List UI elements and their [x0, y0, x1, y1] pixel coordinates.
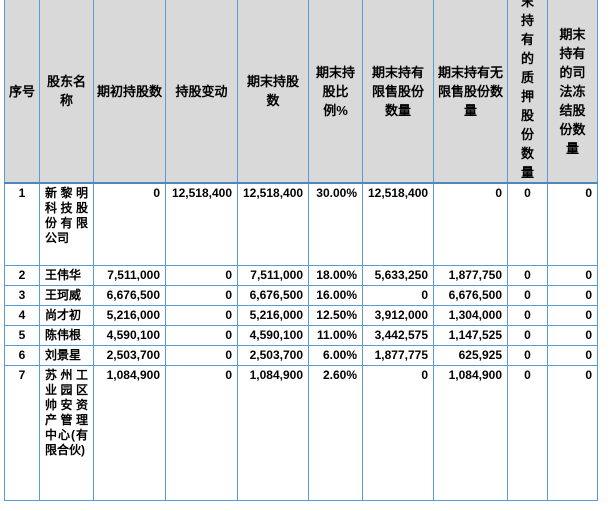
cell-final-shares: 5,216,000 — [237, 304, 309, 326]
cell-share-change: 0 — [165, 344, 238, 366]
cell-initial-shares: 2,503,700 — [93, 344, 166, 366]
cell-restricted-shares: 3,442,575 — [362, 324, 434, 346]
cell-unrestricted-shares: 1,147,525 — [433, 324, 508, 346]
cell-frozen-shares: 0 — [547, 344, 598, 366]
cell-initial-shares: 5,216,000 — [93, 304, 166, 326]
cell-initial-shares: 0 — [93, 182, 166, 266]
cell-unrestricted-shares: 0 — [433, 182, 508, 266]
cell-shareholder-name: 新黎明科技股份有限公司 — [39, 182, 94, 266]
cell-unrestricted-shares: 6,676,500 — [433, 284, 508, 306]
col-header-frozen-shares: 期末持有的司法冻结股份数量 — [547, 0, 598, 184]
cell-final-shares: 2,503,700 — [237, 344, 309, 366]
cell-pledged-shares: 0 — [507, 284, 548, 306]
table-row: 2 王伟华 7,511,000 0 7,511,000 18.00% 5,633… — [4, 264, 598, 286]
cell-frozen-shares: 0 — [547, 284, 598, 306]
cell-pledged-shares: 0 — [507, 344, 548, 366]
cell-initial-shares: 6,676,500 — [93, 284, 166, 306]
cell-share-change: 0 — [165, 364, 238, 501]
cell-serial: 6 — [4, 344, 40, 366]
cell-pledged-shares: 0 — [507, 364, 548, 501]
cell-share-change: 0 — [165, 304, 238, 326]
table-row: 7 苏州工业园区帅安资产管理中心(有限合伙) 1,084,900 0 1,084… — [4, 364, 598, 501]
cell-final-pct: 12.50% — [308, 304, 363, 326]
cell-final-pct: 2.60% — [308, 364, 363, 501]
cell-pledged-shares: 0 — [507, 304, 548, 326]
cell-unrestricted-shares: 1,304,000 — [433, 304, 508, 326]
cell-final-shares: 4,590,100 — [237, 324, 309, 346]
col-header-pledged-shares: 末持有的质押股份数量 — [507, 0, 548, 184]
cell-initial-shares: 1,084,900 — [93, 364, 166, 501]
cell-frozen-shares: 0 — [547, 264, 598, 286]
cell-share-change: 0 — [165, 324, 238, 346]
cell-final-pct: 11.00% — [308, 324, 363, 346]
cell-restricted-shares: 0 — [362, 364, 434, 501]
table-row: 4 尚才初 5,216,000 0 5,216,000 12.50% 3,912… — [4, 304, 598, 326]
cell-final-shares: 6,676,500 — [237, 284, 309, 306]
col-header-share-change: 持股变动 — [165, 0, 238, 184]
table-row: 1 新黎明科技股份有限公司 0 12,518,400 12,518,400 30… — [4, 182, 598, 266]
cell-share-change: 12,518,400 — [165, 182, 238, 266]
cell-unrestricted-shares: 625,925 — [433, 344, 508, 366]
cell-pledged-shares: 0 — [507, 182, 548, 266]
cell-serial: 2 — [4, 264, 40, 286]
cell-final-pct: 18.00% — [308, 264, 363, 286]
cell-restricted-shares: 5,633,250 — [362, 264, 434, 286]
col-header-final-pct: 期末持股比例% — [308, 0, 363, 184]
cell-pledged-shares: 0 — [507, 264, 548, 286]
cell-final-pct: 6.00% — [308, 344, 363, 366]
col-header-final-shares: 期末持股数 — [237, 0, 309, 184]
cell-restricted-shares: 12,518,400 — [362, 182, 434, 266]
cell-frozen-shares: 0 — [547, 364, 598, 501]
pledged-header-text: 末持有的质押股份数量 — [520, 0, 534, 180]
cell-shareholder-name: 陈伟根 — [39, 324, 94, 346]
table-row: 6 刘景星 2,503,700 0 2,503,700 6.00% 1,877,… — [4, 344, 598, 366]
table-row: 5 陈伟根 4,590,100 0 4,590,100 11.00% 3,442… — [4, 324, 598, 346]
cell-final-shares: 12,518,400 — [237, 182, 309, 266]
col-header-unrestricted-shares: 期末持有无限售股份数量 — [433, 0, 508, 184]
cell-initial-shares: 7,511,000 — [93, 264, 166, 286]
cell-final-shares: 7,511,000 — [237, 264, 309, 286]
table-row: 3 王珂威 6,676,500 0 6,676,500 16.00% 0 6,6… — [4, 284, 598, 306]
cell-initial-shares: 4,590,100 — [93, 324, 166, 346]
col-header-shareholder-name: 股东名称 — [39, 0, 94, 184]
cell-shareholder-name: 苏州工业园区帅安资产管理中心(有限合伙) — [39, 364, 94, 501]
col-header-restricted-shares: 期末持有限售股份数量 — [362, 0, 434, 184]
cell-serial: 4 — [4, 304, 40, 326]
cell-restricted-shares: 1,877,775 — [362, 344, 434, 366]
cell-shareholder-name: 刘景星 — [39, 344, 94, 366]
cell-shareholder-name: 王伟华 — [39, 264, 94, 286]
cell-restricted-shares: 3,912,000 — [362, 304, 434, 326]
cell-serial: 1 — [4, 182, 40, 266]
cell-serial: 5 — [4, 324, 40, 346]
cell-frozen-shares: 0 — [547, 324, 598, 346]
cell-serial: 3 — [4, 284, 40, 306]
col-header-serial: 序号 — [4, 0, 40, 184]
col-header-initial-shares: 期初持股数 — [93, 0, 166, 184]
shareholding-table: 序号 股东名称 期初持股数 持股变动 期末持股数 期末持股比例% 期末持有限售股… — [4, 0, 598, 501]
cell-share-change: 0 — [165, 264, 238, 286]
cell-serial: 7 — [4, 364, 40, 501]
cell-frozen-shares: 0 — [547, 304, 598, 326]
cell-pledged-shares: 0 — [507, 324, 548, 346]
cell-final-shares: 1,084,900 — [237, 364, 309, 501]
cell-shareholder-name: 尚才初 — [39, 304, 94, 326]
cell-unrestricted-shares: 1,084,900 — [433, 364, 508, 501]
header-row: 序号 股东名称 期初持股数 持股变动 期末持股数 期末持股比例% 期末持有限售股… — [4, 0, 598, 184]
cell-final-pct: 30.00% — [308, 182, 363, 266]
cell-share-change: 0 — [165, 284, 238, 306]
cell-frozen-shares: 0 — [547, 182, 598, 266]
cell-unrestricted-shares: 1,877,750 — [433, 264, 508, 286]
cell-final-pct: 16.00% — [308, 284, 363, 306]
cell-restricted-shares: 0 — [362, 284, 434, 306]
cell-shareholder-name: 王珂威 — [39, 284, 94, 306]
frozen-header-text: 期末持有的司法冻结股份数量 — [559, 26, 586, 156]
